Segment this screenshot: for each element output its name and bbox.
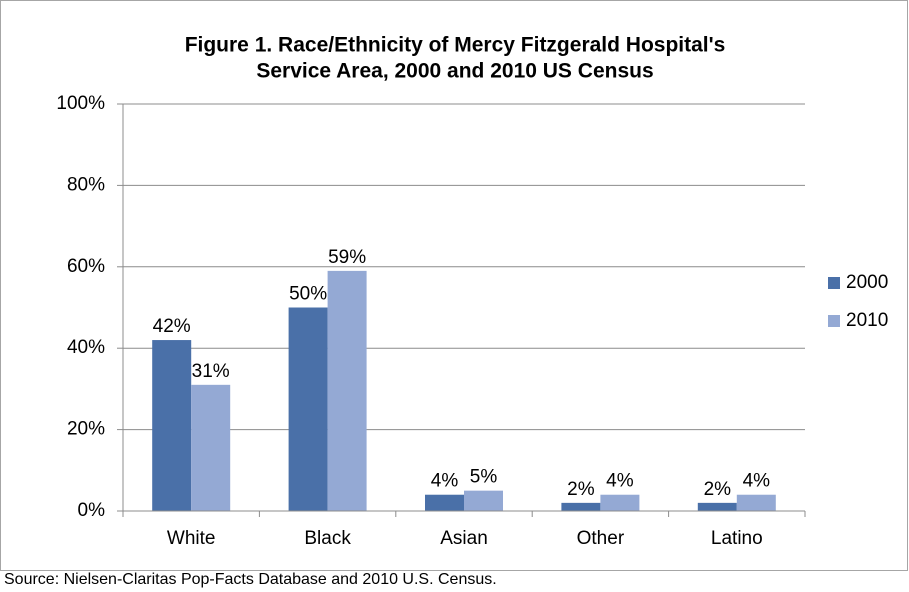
data-label: 2% bbox=[704, 479, 732, 500]
chart-title: Figure 1. Race/Ethnicity of Mercy Fitzge… bbox=[185, 34, 726, 57]
y-tick-label: 100% bbox=[56, 93, 105, 114]
y-tick-label: 20% bbox=[67, 419, 105, 440]
x-tick-label: Latino bbox=[711, 528, 763, 549]
y-tick-label: 80% bbox=[67, 174, 105, 195]
bar bbox=[288, 307, 328, 511]
x-tick-label: Asian bbox=[440, 528, 488, 549]
y-tick-label: 60% bbox=[67, 256, 105, 277]
x-tick-label: White bbox=[167, 528, 216, 549]
y-tick-label: 0% bbox=[78, 500, 106, 521]
bar bbox=[697, 502, 737, 511]
legend-label: 2010 bbox=[846, 310, 888, 331]
bar bbox=[600, 494, 640, 511]
y-tick-label: 40% bbox=[67, 337, 105, 358]
chart-title: Service Area, 2000 and 2010 US Census bbox=[256, 60, 653, 83]
bar bbox=[191, 384, 231, 511]
source-note: Source: Nielsen-Claritas Pop-Facts Datab… bbox=[4, 571, 497, 588]
legend-label: 2000 bbox=[846, 272, 888, 293]
bar bbox=[327, 270, 367, 511]
data-label: 59% bbox=[328, 247, 366, 268]
bar bbox=[736, 494, 776, 511]
data-label: 2% bbox=[567, 479, 595, 500]
legend-swatch bbox=[828, 277, 840, 289]
data-label: 50% bbox=[289, 284, 327, 305]
data-label: 31% bbox=[192, 361, 230, 382]
x-tick-label: Black bbox=[304, 528, 351, 549]
x-tick-label: Other bbox=[577, 528, 625, 549]
legend-swatch bbox=[828, 315, 840, 327]
chart-frame bbox=[0, 0, 908, 571]
data-label: 42% bbox=[153, 316, 191, 337]
bar bbox=[425, 494, 464, 511]
bar bbox=[464, 490, 503, 511]
bar bbox=[561, 502, 601, 511]
data-label: 4% bbox=[606, 471, 634, 492]
bar bbox=[152, 340, 192, 511]
data-label: 4% bbox=[743, 471, 771, 492]
data-label: 5% bbox=[470, 467, 498, 488]
data-label: 4% bbox=[431, 471, 459, 492]
